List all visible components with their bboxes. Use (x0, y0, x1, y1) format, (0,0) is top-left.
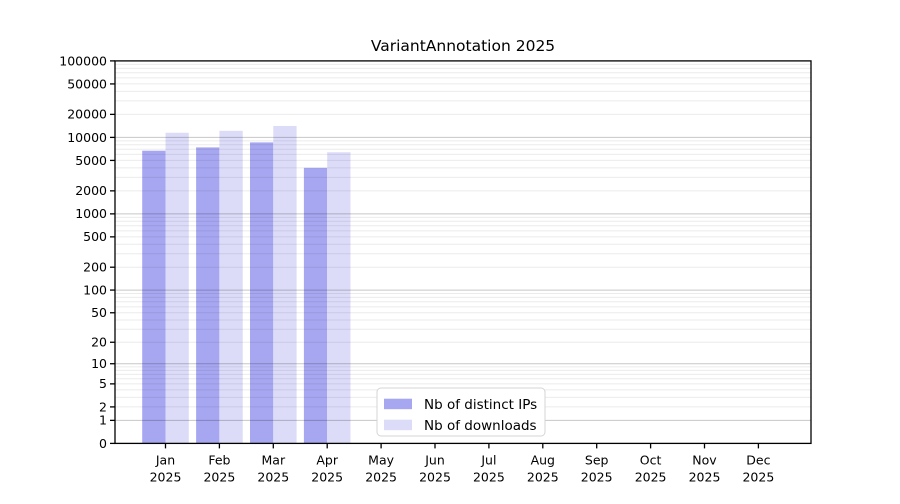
y-tick-label-100000: 100000 (59, 53, 107, 68)
x-tick-label-sep: Sep (585, 453, 609, 468)
y-tick-label-10000: 10000 (67, 130, 107, 145)
bar-feb-downloads (219, 130, 243, 444)
y-tick-label-50000: 50000 (67, 76, 107, 91)
y-tick-label-1: 1 (99, 413, 107, 428)
x-tick-sublabel-aug: 2025 (527, 470, 559, 485)
y-tick-label-1000: 1000 (75, 206, 107, 221)
bar-apr-downloads (327, 152, 351, 444)
x-tick-sublabel-nov: 2025 (689, 470, 721, 485)
x-tick-label-feb: Feb (208, 453, 230, 468)
chart-title: VariantAnnotation 2025 (371, 37, 555, 55)
legend-swatch-distinct-ips (384, 398, 412, 410)
bar-mar-distinct-ips (250, 142, 274, 444)
plot-area: 1000005000020000100005000200010005002001… (59, 53, 811, 485)
y-tick-label-200: 200 (83, 260, 107, 275)
x-tick-sublabel-oct: 2025 (635, 470, 667, 485)
x-tick-label-oct: Oct (640, 453, 662, 468)
bar-jan-distinct-ips (142, 150, 166, 444)
x-tick-sublabel-apr: 2025 (311, 470, 343, 485)
bar-apr-distinct-ips (303, 167, 328, 444)
x-tick-label-may: May (368, 453, 394, 468)
y-tick-label-5: 5 (99, 376, 107, 391)
x-tick-sublabel-feb: 2025 (203, 470, 235, 485)
legend-box (376, 387, 546, 437)
plot-border (114, 60, 812, 445)
legend-label-distinct-ips: Nb of distinct IPs (424, 397, 537, 413)
x-tick-sublabel-sep: 2025 (581, 470, 613, 485)
x-tick-sublabel-may: 2025 (365, 470, 397, 485)
x-tick-label-jan: Jan (155, 453, 175, 468)
legend-label-downloads: Nb of downloads (424, 418, 537, 434)
y-tick-label-20000: 20000 (67, 107, 107, 122)
bar-mar-downloads (273, 125, 297, 444)
x-tick-label-mar: Mar (262, 453, 286, 468)
x-tick-sublabel-dec: 2025 (742, 470, 774, 485)
y-tick-label-100: 100 (83, 282, 107, 297)
y-tick-label-0: 0 (99, 436, 107, 451)
legend: Nb of distinct IPs Nb of downloads (376, 387, 546, 437)
y-tick-label-50: 50 (91, 305, 107, 320)
x-tick-sublabel-jan: 2025 (150, 470, 182, 485)
y-tick-label-20: 20 (91, 335, 107, 350)
x-tick-label-jul: Jul (480, 453, 496, 468)
x-tick-label-aug: Aug (531, 453, 555, 468)
legend-swatch-downloads (384, 419, 412, 431)
x-tick-sublabel-jul: 2025 (473, 470, 505, 485)
x-tick-label-jun: Jun (424, 453, 445, 468)
y-tick-label-2: 2 (99, 399, 107, 414)
x-tick-sublabel-jun: 2025 (419, 470, 451, 485)
x-tick-sublabel-mar: 2025 (257, 470, 289, 485)
x-tick-label-nov: Nov (692, 453, 717, 468)
x-tick-label-apr: Apr (316, 453, 338, 468)
y-tick-label-10: 10 (91, 356, 107, 371)
y-tick-label-5000: 5000 (75, 153, 107, 168)
bar-feb-distinct-ips (196, 147, 220, 444)
y-tick-label-500: 500 (83, 229, 107, 244)
x-tick-label-dec: Dec (746, 453, 770, 468)
bar-jan-downloads (165, 132, 189, 444)
y-tick-label-2000: 2000 (75, 183, 107, 198)
